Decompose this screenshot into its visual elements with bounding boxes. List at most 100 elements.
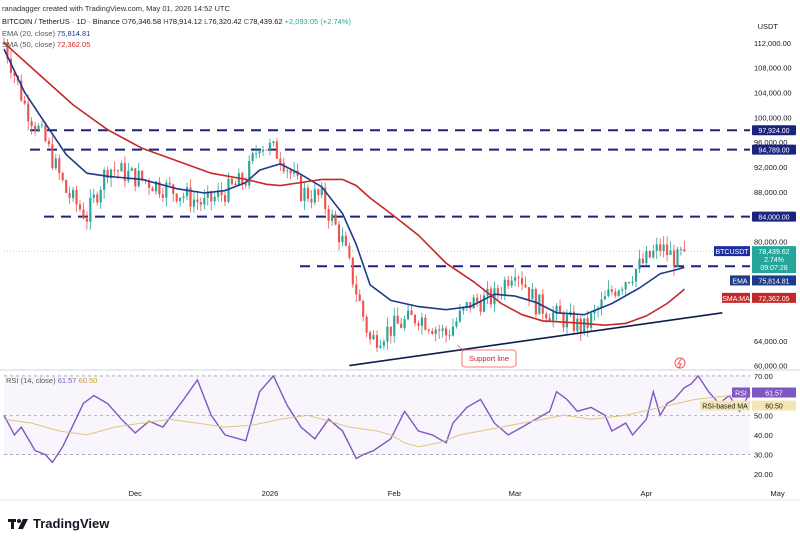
countdown-timer: 09:07:28 (760, 265, 787, 272)
candle-body (265, 149, 268, 151)
candle-body (341, 235, 344, 243)
candle-body (324, 187, 327, 209)
candle-body (251, 153, 254, 161)
candle-body (203, 197, 206, 205)
time-tick-label: May (771, 489, 785, 498)
candle-body (386, 326, 389, 342)
candle-body (458, 310, 461, 322)
candle-body (9, 58, 12, 73)
rsi-tick-label: 70.00 (754, 372, 773, 381)
candle-body (451, 326, 455, 336)
candle-body (158, 181, 161, 195)
candle-body (282, 162, 285, 172)
level-price-label: 94,789.00 (758, 148, 789, 155)
candle-body (669, 250, 672, 255)
candle-body (141, 170, 144, 180)
candle-body (503, 279, 506, 295)
symbol-name-tag (714, 246, 750, 257)
price-tick-label: 112,000.00 (754, 39, 791, 48)
candle-body (168, 182, 171, 185)
candle-body (462, 307, 465, 311)
candle-body (351, 257, 354, 285)
candle-body (455, 321, 458, 327)
high-label: H (163, 17, 169, 26)
candle-body (555, 305, 558, 313)
candle-body (320, 187, 323, 196)
rsi-legend-row[interactable]: RSI (14, close) 61.57 60.50 (6, 376, 97, 385)
candle-body (227, 178, 230, 202)
candle-body (445, 328, 448, 336)
candle-body (545, 313, 548, 319)
time-tick-label: Feb (388, 489, 401, 498)
open-label: O (121, 17, 128, 26)
candle-body (524, 284, 527, 288)
rsi-ma-line (3, 394, 751, 448)
candle-body (272, 141, 275, 143)
ema-tag-label: EMA (732, 278, 748, 285)
symbol-name-tag-label: BTCUSDT (715, 249, 749, 256)
candle-body (583, 318, 586, 333)
level-price-label: 84,000.00 (758, 215, 789, 222)
candle-body (127, 170, 130, 181)
support-callout-label: Support line (469, 354, 509, 363)
candle-body (189, 187, 192, 207)
candle-body (434, 329, 437, 334)
candle-body (413, 314, 417, 324)
sma-legend-row[interactable]: SMA (50, close) 72,362.05 (2, 40, 90, 49)
rsi-tag (732, 387, 750, 398)
candle-body (365, 316, 368, 333)
candle-body (313, 189, 316, 203)
candle-body (344, 235, 347, 246)
candle-body (410, 310, 413, 315)
candle-body (65, 180, 68, 193)
currency-label: USDT (757, 22, 778, 31)
rsi-ma-tag (700, 400, 750, 411)
candle-body (217, 190, 220, 197)
candle-body (275, 141, 278, 159)
sma-value-tag (752, 292, 796, 303)
low-value: 76,320.42 (208, 17, 242, 26)
candle-body (213, 196, 216, 202)
candle-body (268, 142, 272, 151)
candle-body (165, 182, 168, 198)
price-tick-label: 80,000.00 (754, 237, 787, 246)
ema-value-label: 75,814.81 (758, 278, 789, 285)
candle-body (400, 323, 403, 328)
candle-body (261, 149, 265, 152)
candle-body (6, 43, 9, 59)
candle-body (655, 244, 658, 251)
candle-body (37, 125, 40, 131)
candle-body (476, 297, 479, 302)
candle-body (248, 160, 251, 186)
candle-body (431, 330, 434, 334)
ema-legend-value: 75,814.81 (57, 29, 91, 38)
candle-body (389, 326, 392, 336)
candle-body (552, 312, 555, 321)
symbol-name[interactable]: BITCOIN / TetherUS · 1D · Binance (2, 17, 120, 26)
candle-body (40, 125, 44, 126)
candle-body (27, 103, 30, 122)
candle-body (299, 175, 303, 202)
candle-body (185, 187, 189, 197)
change-value: +2,093.05 (+2.74%) (284, 17, 351, 26)
close-value: 78,439.62 (249, 17, 283, 26)
tradingview-logo-icon (8, 518, 28, 529)
time-tick-label: 2026 (262, 489, 279, 498)
candle-body (310, 198, 313, 203)
ema-legend-row[interactable]: EMA (20, close) 75,814.81 (2, 29, 90, 38)
candle-body (634, 269, 638, 282)
candle-body (113, 169, 116, 171)
candle-body (375, 335, 379, 348)
candle-body (355, 284, 358, 295)
level-price-tag (752, 144, 796, 155)
candle-body (334, 214, 337, 225)
candle-body (220, 190, 223, 196)
candle-body (652, 250, 655, 258)
candle-body (20, 80, 23, 101)
tradingview-logo[interactable]: TradingView (8, 516, 109, 531)
candle-body (317, 189, 320, 196)
candle-body (244, 183, 247, 186)
candle-body (469, 302, 472, 309)
candle-body (558, 305, 562, 314)
